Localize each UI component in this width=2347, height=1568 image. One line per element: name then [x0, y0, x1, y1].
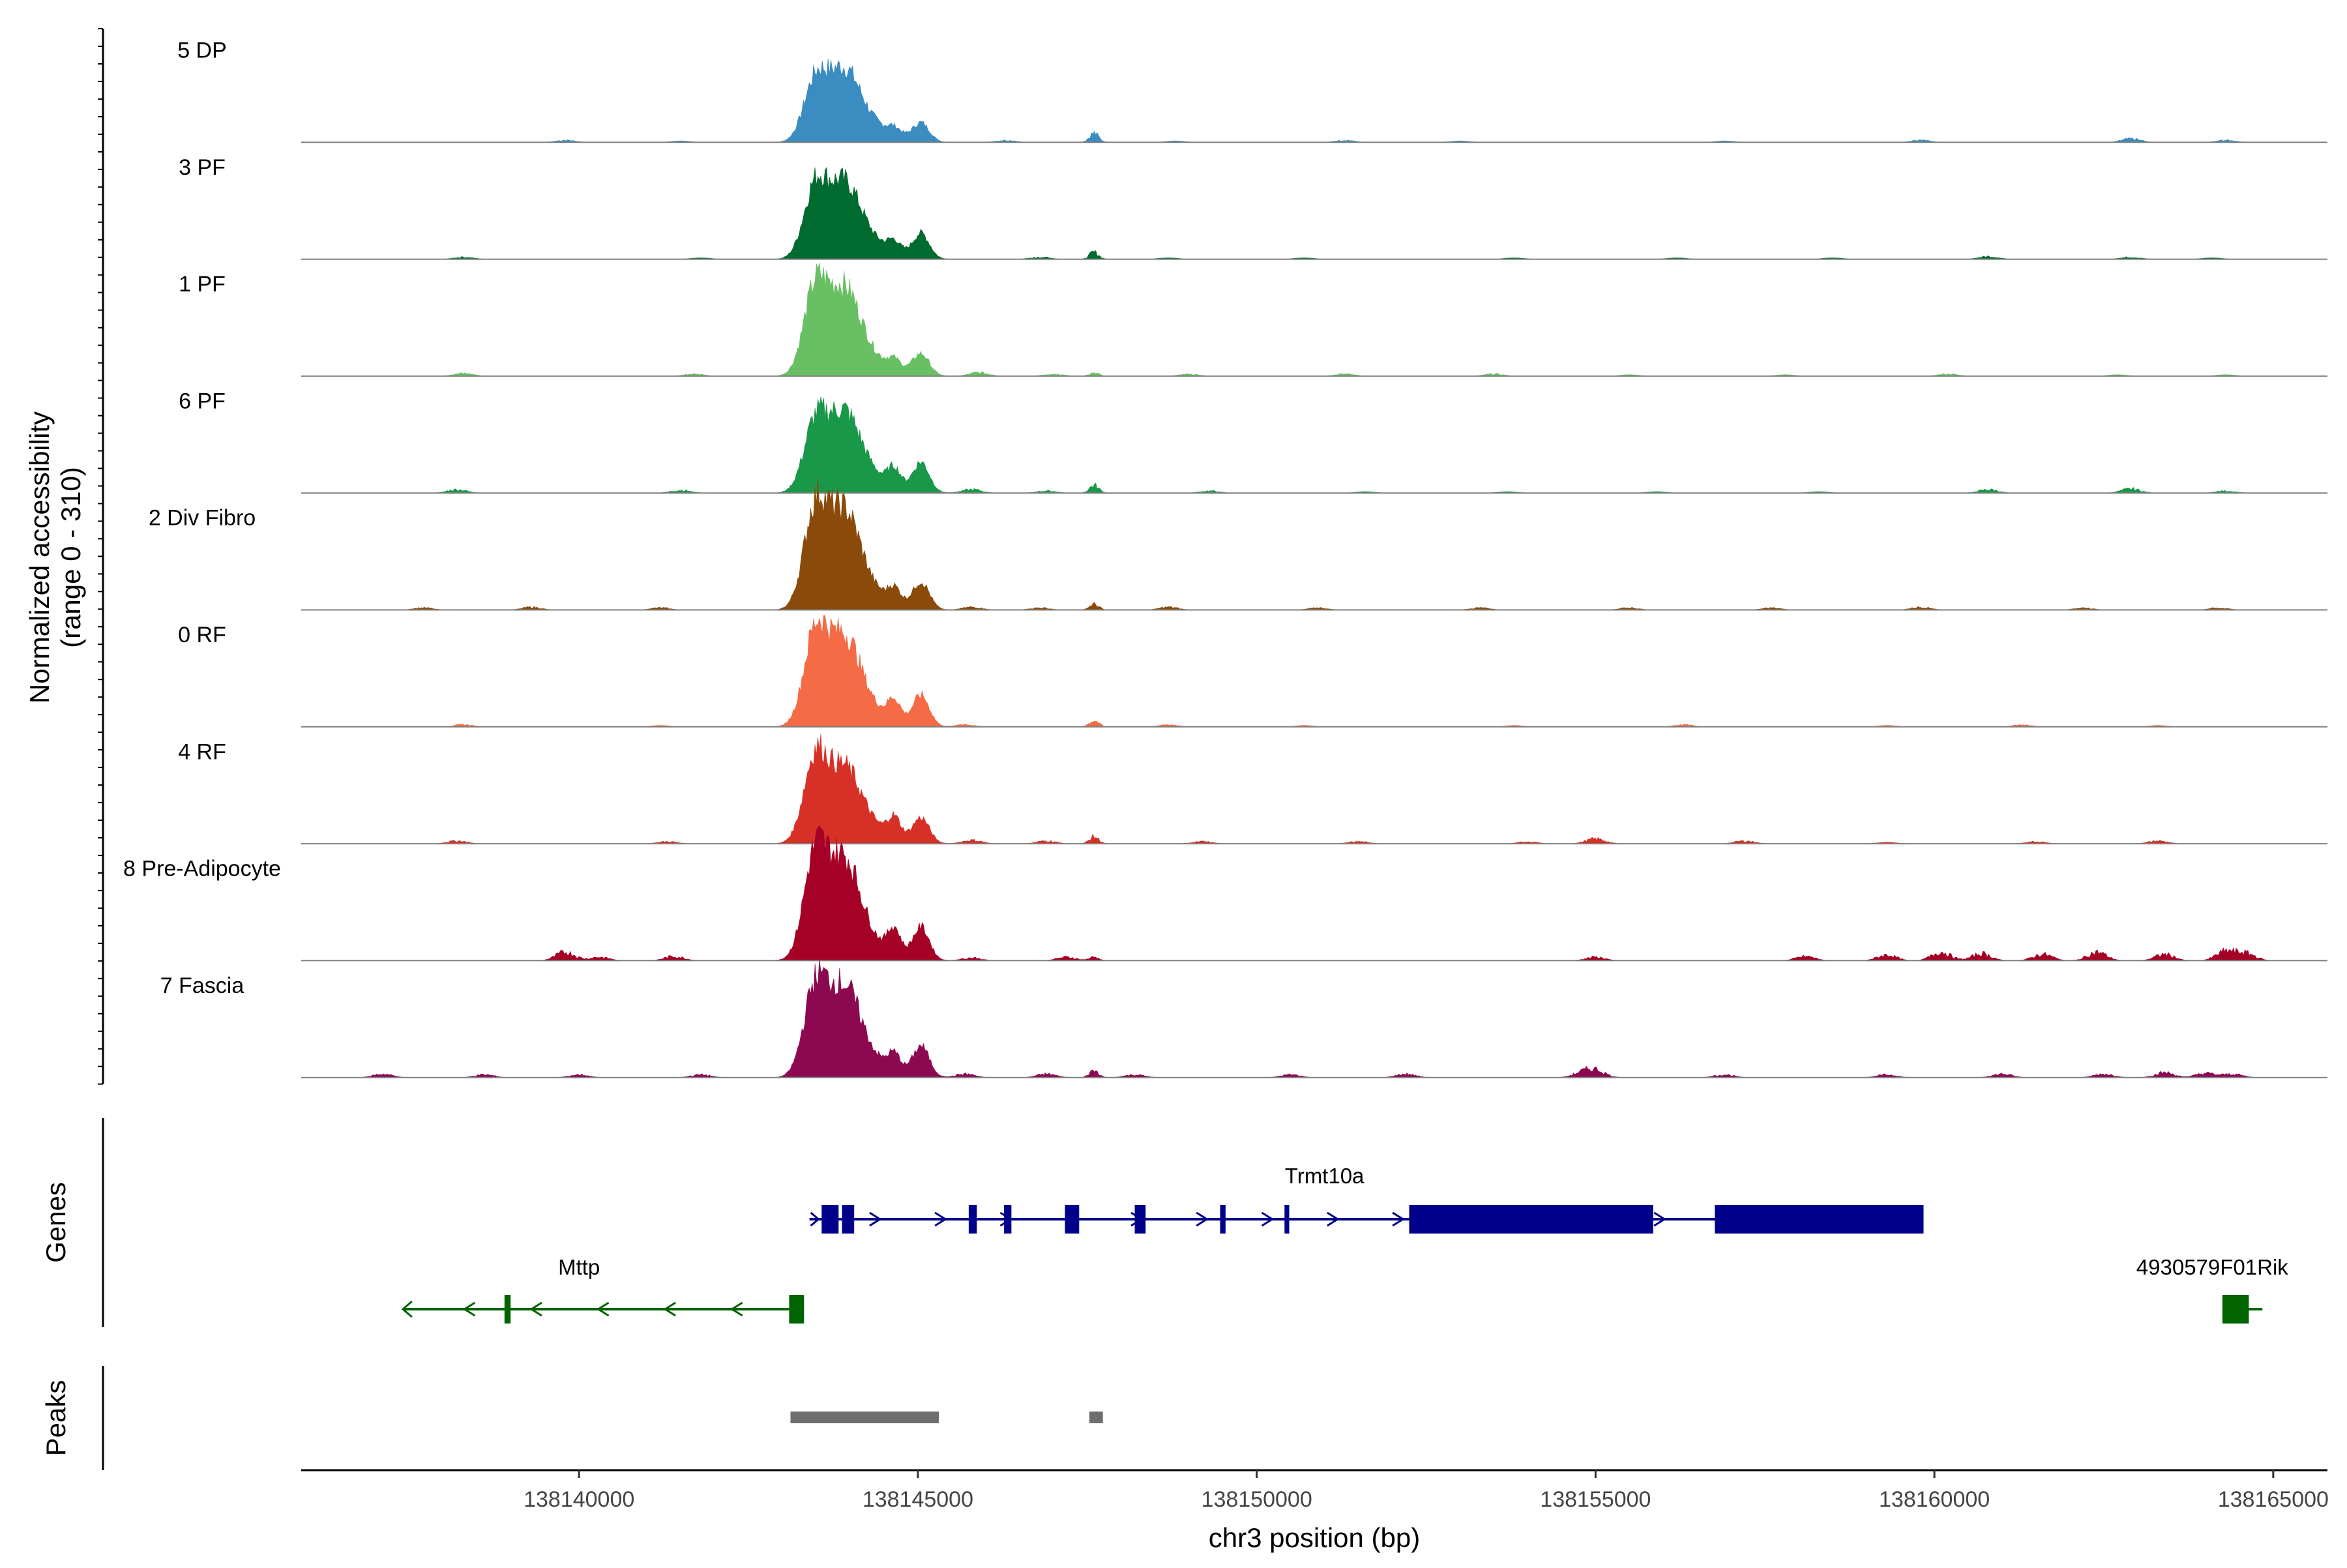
track-label: 3 PF [179, 155, 226, 180]
gene-exon-trmt10a [1284, 1205, 1290, 1234]
coverage-area-0-rf [301, 615, 2327, 728]
track-label: 0 RF [178, 623, 226, 647]
gene-label-4930579f01rik: 4930579F01Rik [2136, 1255, 2288, 1279]
gene-exon-trmt10a [1409, 1205, 1653, 1234]
y-axis-label-line2: (range 0 - 310) [55, 467, 86, 648]
gene-strand-arrow [1261, 1211, 1275, 1227]
gene-exon-trmt10a [842, 1205, 855, 1234]
track-label: 5 DP [177, 38, 227, 63]
gene-strand-arrow [934, 1211, 947, 1227]
peak-region [790, 1412, 939, 1423]
x-axis-tick-label: 138145000 [863, 1487, 973, 1512]
track-label: 2 Div Fibro [149, 506, 256, 531]
gene-exon-trmt10a [1134, 1205, 1146, 1234]
gene-strand-arrow [663, 1301, 676, 1317]
gene-label-trmt10a: Trmt10a [1285, 1164, 1365, 1188]
gene-strand-arrow [1327, 1211, 1340, 1227]
gene-exon-mttp [789, 1295, 804, 1324]
coverage-area-5-dp [301, 58, 2327, 143]
genes-track-label: Genes [40, 1182, 71, 1263]
x-axis-tick-label: 138165000 [2218, 1487, 2329, 1512]
gene-exon-trmt10a [1715, 1205, 1924, 1234]
x-axis-tick-label: 138160000 [1879, 1487, 1990, 1512]
gene-exon-trmt10a [1220, 1205, 1226, 1234]
x-axis-tick-label: 138155000 [1540, 1487, 1651, 1512]
gene-strand-arrow [810, 1211, 820, 1227]
coverage-area-8-pre-adipocyte [301, 825, 2327, 961]
coverage-area-6-pf [301, 396, 2327, 494]
track-label: 6 PF [179, 389, 226, 413]
coverage-area-4-rf [301, 733, 2327, 844]
track-label: 8 Pre-Adipocyte [123, 857, 281, 881]
gene-exon-trmt10a [1003, 1205, 1012, 1234]
gene-strand-arrow [529, 1301, 542, 1317]
track-label: 7 Fascia [160, 973, 244, 998]
coverage-area-2-div-fibro [301, 477, 2327, 610]
track-label: 1 PF [179, 272, 226, 297]
x-axis-tick-label: 138140000 [524, 1487, 634, 1512]
x-axis-title: chr3 position (bp) [1209, 1522, 1421, 1553]
coverage-area-7-fascia [301, 958, 2327, 1078]
gene-strand-arrow [869, 1211, 882, 1227]
gene-label-mttp: Mttp [558, 1255, 600, 1279]
gene-exon-trmt10a [968, 1205, 977, 1234]
gene-strand-arrow [1196, 1211, 1209, 1227]
x-axis-tick-label: 138150000 [1202, 1487, 1312, 1512]
gene-strand-arrow [596, 1301, 610, 1317]
gene-exon-trmt10a [1065, 1205, 1080, 1234]
gene-exon-4930579f01rik [2222, 1295, 2249, 1324]
gene-strand-arrow [1392, 1211, 1405, 1227]
y-axis-label-line1: Normalized accessibility [24, 411, 55, 703]
track-label: 4 RF [178, 739, 226, 764]
peaks-track-label: Peaks [40, 1380, 71, 1457]
gene-exon-mttp [504, 1295, 511, 1324]
gene-strand-arrow [401, 1300, 413, 1318]
peak-region [1089, 1412, 1103, 1423]
gene-strand-arrow [462, 1301, 476, 1317]
gene-exon-trmt10a [821, 1205, 839, 1234]
coverage-area-1-pf [301, 262, 2327, 377]
coverage-area-3-pf [301, 167, 2327, 259]
gene-strand-arrow [730, 1301, 743, 1317]
gene-strand-arrow [1653, 1211, 1667, 1227]
